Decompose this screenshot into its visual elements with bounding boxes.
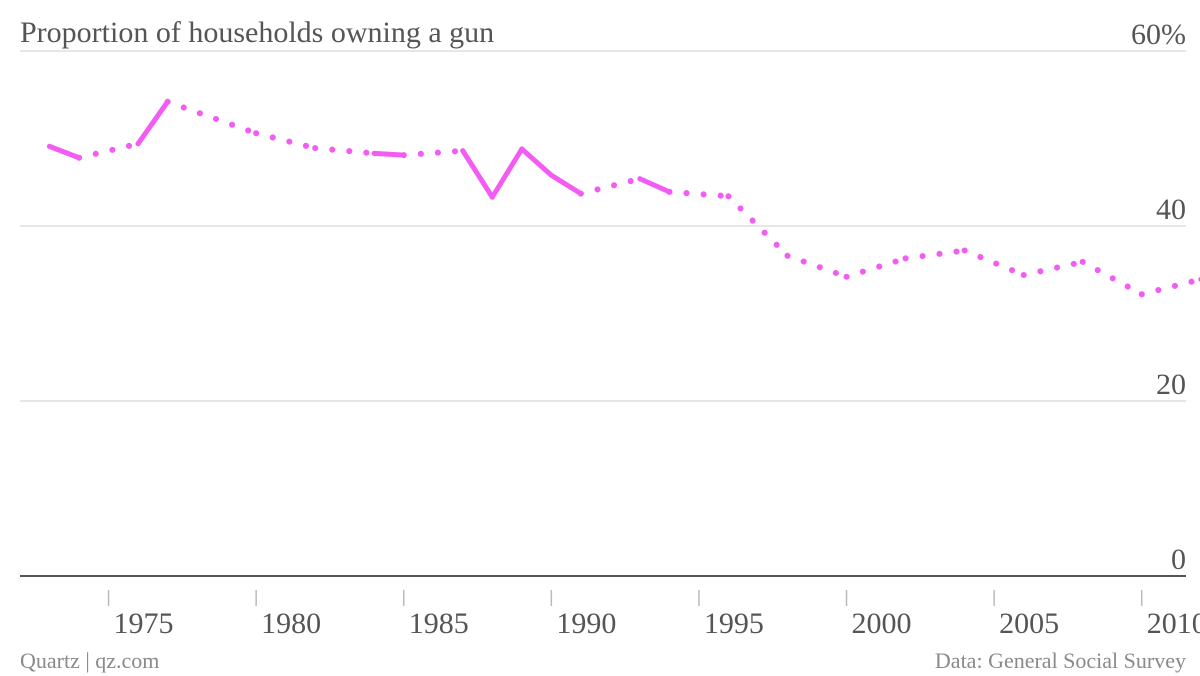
data-point [460, 148, 466, 154]
data-point [666, 189, 672, 195]
series-line-segment [371, 150, 407, 158]
series-gap-segment [902, 247, 968, 262]
y-tick-label: 0 [1171, 543, 1186, 576]
data-point [548, 172, 554, 178]
data-point [165, 99, 171, 105]
series-gap-segment [400, 147, 466, 159]
series-line-segment [135, 99, 171, 147]
x-tick-label: 2005 [999, 607, 1059, 640]
series-line-segment [519, 146, 554, 178]
series-gap-segment [961, 247, 1027, 278]
data-point [253, 130, 259, 136]
data-point [903, 255, 909, 261]
series-line-segment [548, 172, 584, 197]
series-line-segment [460, 148, 495, 200]
x-tick-label: 1990 [556, 607, 616, 640]
data-point [962, 248, 968, 253]
data-point [784, 253, 790, 259]
x-tick-label: 1980 [261, 607, 321, 640]
data-point [135, 141, 141, 147]
series-gap-segment [577, 175, 643, 197]
series-gap-segment [1079, 258, 1145, 298]
x-tick-label: 1975 [114, 607, 174, 640]
data-point [371, 150, 377, 156]
series-gap-segment [76, 140, 142, 161]
data-source: Data: General Social Survey [935, 648, 1186, 673]
data-point [519, 146, 525, 152]
y-tick-label: 60% [1131, 18, 1186, 51]
x-tick-label: 2000 [852, 607, 912, 640]
data-point [578, 191, 584, 197]
data-point [401, 152, 407, 158]
y-tick-label: 40 [1156, 193, 1186, 226]
series-gap-segment [784, 252, 850, 280]
y-tick-label: 20 [1156, 368, 1186, 401]
data-point [47, 143, 53, 149]
data-point [725, 193, 731, 199]
series-gap-segment [1138, 276, 1200, 298]
data-point [1139, 291, 1145, 297]
series-gap-segment [666, 188, 732, 200]
series-gap-segment [725, 193, 791, 259]
data-point [1021, 272, 1027, 278]
gridlines: 0 20 40 60% [20, 18, 1186, 576]
x-tick-label: 1995 [704, 607, 764, 640]
series-gap-segment [843, 255, 909, 280]
data-point [844, 274, 850, 280]
data-point [1080, 259, 1086, 265]
data-point [76, 155, 82, 161]
series-layer [47, 98, 1200, 298]
series-gap-segment [1020, 258, 1086, 278]
x-tick-label: 2010 [1147, 607, 1200, 640]
source-credit: Quartz | qz.com [20, 648, 159, 673]
series-line-segment [637, 176, 672, 195]
data-point [489, 194, 495, 200]
series-line-segment [489, 146, 525, 200]
x-tick-label: 1985 [409, 607, 469, 640]
data-point [312, 145, 318, 151]
series-gap-segment [312, 145, 378, 157]
series-gap-segment [253, 130, 319, 152]
x-axis: 1975 1980 1985 1990 1995 2000 2005 2010 [20, 575, 1200, 640]
series-line-segment [47, 143, 82, 161]
series-gap-segment [164, 98, 260, 137]
chart-title: Proportion of households owning a gun [20, 16, 494, 49]
data-point [637, 176, 643, 182]
